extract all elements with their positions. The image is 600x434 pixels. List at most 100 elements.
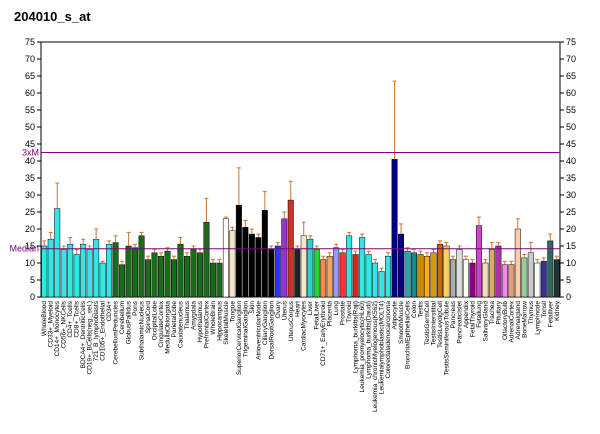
x-tick-label: CD33+_Myeloid	[48, 301, 55, 348]
x-tick-label: Hippocampus	[216, 300, 223, 340]
bar	[99, 262, 106, 298]
chart-title: 204010_s_at	[14, 9, 91, 24]
x-tick-label: CD4+_Tcells	[67, 300, 74, 337]
x-tick-label: Trachea	[489, 301, 496, 325]
bar	[203, 221, 210, 298]
x-tick-label: TestisLeydigCell	[437, 300, 444, 348]
bar	[372, 262, 379, 298]
bar	[60, 249, 67, 298]
bar	[248, 233, 255, 298]
x-tick-label: ParietalLobe	[171, 301, 178, 338]
bar	[164, 250, 171, 298]
bar	[346, 235, 353, 298]
x-tick-label: Appendix	[463, 300, 470, 328]
y2-tick-label: 15	[566, 241, 576, 251]
x-tick-label: SmoothMuscle	[398, 301, 405, 344]
bar	[255, 237, 262, 298]
bar	[132, 247, 139, 298]
x-tick-label: Ovary	[275, 300, 282, 318]
x-tick-label: Thyroid	[346, 301, 353, 323]
bar	[534, 262, 541, 298]
y2-tick-label: 30	[566, 190, 576, 200]
x-tick-label: SubthalamicNucleus	[139, 300, 146, 360]
x-tick-label: OccipitalLobe	[152, 301, 159, 341]
bar	[391, 159, 398, 298]
x-tick-label: CD56+_NKCells	[61, 300, 68, 348]
x-tick-label: Testis	[418, 300, 425, 317]
x-tick-label: Adrenalgland	[515, 301, 522, 340]
y-tick-label: 60	[25, 88, 35, 98]
x-tick-label: TrigeminalGanglion	[242, 301, 249, 358]
x-tick-label: CD34+	[106, 301, 113, 322]
bar	[112, 242, 119, 298]
x-tick-label: Liver	[307, 300, 314, 315]
reference-label: Median	[9, 244, 39, 254]
y2-tick-label: 50	[566, 122, 576, 132]
x-tick-label: Leukemia_promyelocytic(HL60)	[359, 301, 366, 392]
x-tick-label: AdrenalCortex	[508, 300, 515, 342]
x-tick-label: SpinalCord	[145, 301, 152, 334]
y-tick-label: 35	[25, 173, 35, 183]
bar	[378, 271, 385, 298]
y-tick-label: 10	[25, 258, 35, 268]
x-tick-label: SalivaryGland	[482, 301, 489, 342]
bar	[521, 257, 528, 298]
bar	[501, 264, 508, 298]
y-tick-label: 70	[25, 54, 35, 64]
bar	[183, 255, 190, 298]
x-tick-label: PrefrontalCortex	[203, 300, 210, 348]
y-tick-label: 0	[30, 292, 35, 302]
x-tick-label: Colorectaladenocarcinoma	[385, 301, 392, 379]
x-tick-label: Placenta	[327, 301, 334, 327]
bar	[67, 244, 74, 298]
y2-tick-label: 55	[566, 105, 576, 115]
x-tick-label: Leukemialymphoblastic(MOLT4)	[379, 301, 386, 394]
x-tick-label: Fetallung	[476, 301, 483, 328]
bar	[508, 264, 515, 298]
y2-tick-label: 40	[566, 156, 576, 166]
bar	[300, 235, 307, 298]
bar	[125, 245, 132, 298]
bar	[274, 245, 281, 298]
bar	[469, 262, 476, 298]
bar	[41, 245, 48, 298]
x-tick-label: Uterus	[281, 300, 288, 320]
y2-tick-label: 10	[566, 258, 576, 268]
bar	[352, 254, 359, 298]
bar	[80, 244, 87, 298]
bar	[430, 252, 437, 298]
bar	[158, 255, 164, 298]
x-tick-label: CerebellumPeduncles	[113, 300, 120, 364]
x-tick-label: BronchialEpithelialCells	[405, 300, 412, 369]
y-tick-label: 65	[25, 71, 35, 81]
x-tick-label: WholeBlood	[41, 301, 48, 336]
bar	[443, 245, 450, 298]
bar	[242, 227, 249, 298]
x-tick-label: Lymphoma_burkitts(Daudi)	[366, 301, 373, 379]
x-tick-label: Lymphnode	[534, 301, 541, 335]
bar	[313, 249, 320, 298]
bar	[385, 255, 392, 298]
bar	[235, 204, 242, 298]
bar	[411, 252, 418, 298]
bar	[261, 210, 268, 298]
x-tick-label: TestisSeminiferousTubule	[443, 301, 450, 376]
x-tick-label: Leukemia_chronicMyelogenous(K562)	[372, 301, 379, 412]
y-tick-label: 45	[25, 139, 35, 149]
x-tick-label: Tonsil	[541, 300, 548, 317]
bar	[54, 208, 61, 298]
reference-label: 3xM	[22, 148, 39, 158]
x-tick-label: PancreaticIslet	[456, 301, 463, 344]
x-tick-label: OlfactoryBulb	[502, 301, 509, 340]
y-tick-label: 25	[25, 207, 35, 217]
bar	[437, 244, 443, 298]
x-tick-label: FetalThyroid	[469, 301, 476, 338]
bar	[216, 262, 223, 298]
x-tick-label: Tongue	[229, 301, 236, 323]
y2-tick-label: 45	[566, 139, 576, 149]
bar	[177, 244, 184, 298]
x-tick-label: CingulateCortex	[158, 300, 165, 347]
bar	[229, 230, 236, 298]
x-tick-label: CD105+_Endothelial	[100, 300, 107, 360]
